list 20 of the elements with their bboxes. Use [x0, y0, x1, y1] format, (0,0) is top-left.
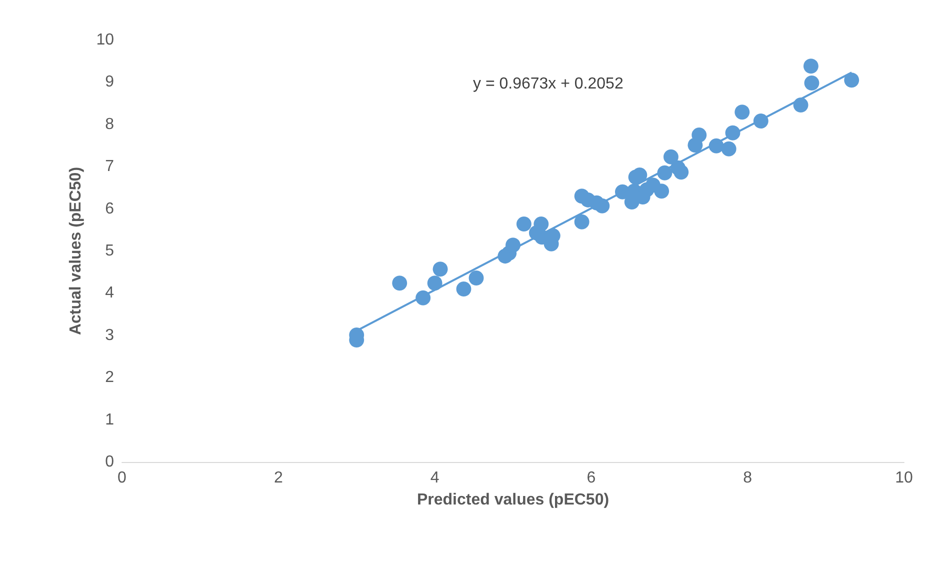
x-tick-label: 10 [895, 470, 913, 486]
annotation: y = 0.9673x + 0.2052 [473, 76, 624, 92]
y-tick-label: 4 [105, 284, 114, 302]
y-tick-label: 5 [105, 242, 114, 260]
x-tick-label: 2 [274, 470, 283, 486]
y-tick-label: 7 [105, 158, 114, 176]
y-tick-label: 8 [105, 116, 114, 133]
y-tick-label: 9 [105, 74, 114, 91]
x-tick-label: 0 [118, 470, 127, 486]
y-tick-label: 3 [105, 326, 114, 344]
x-tick-label: 8 [743, 470, 752, 486]
x-tick-label: 6 [586, 470, 596, 486]
y-tick-label: 2 [105, 369, 114, 386]
y-tick-label: 6 [105, 200, 114, 218]
x-axis-title: Predicted values (pEC50) [416, 492, 610, 508]
x-tick-label: 4 [430, 470, 440, 486]
y-tick-label: 0 [105, 454, 114, 470]
y-tick-label: 1 [105, 411, 114, 428]
y-tick-label: 10 [96, 32, 114, 48]
y-axis-title: Actual values (pEC50) [68, 166, 84, 336]
